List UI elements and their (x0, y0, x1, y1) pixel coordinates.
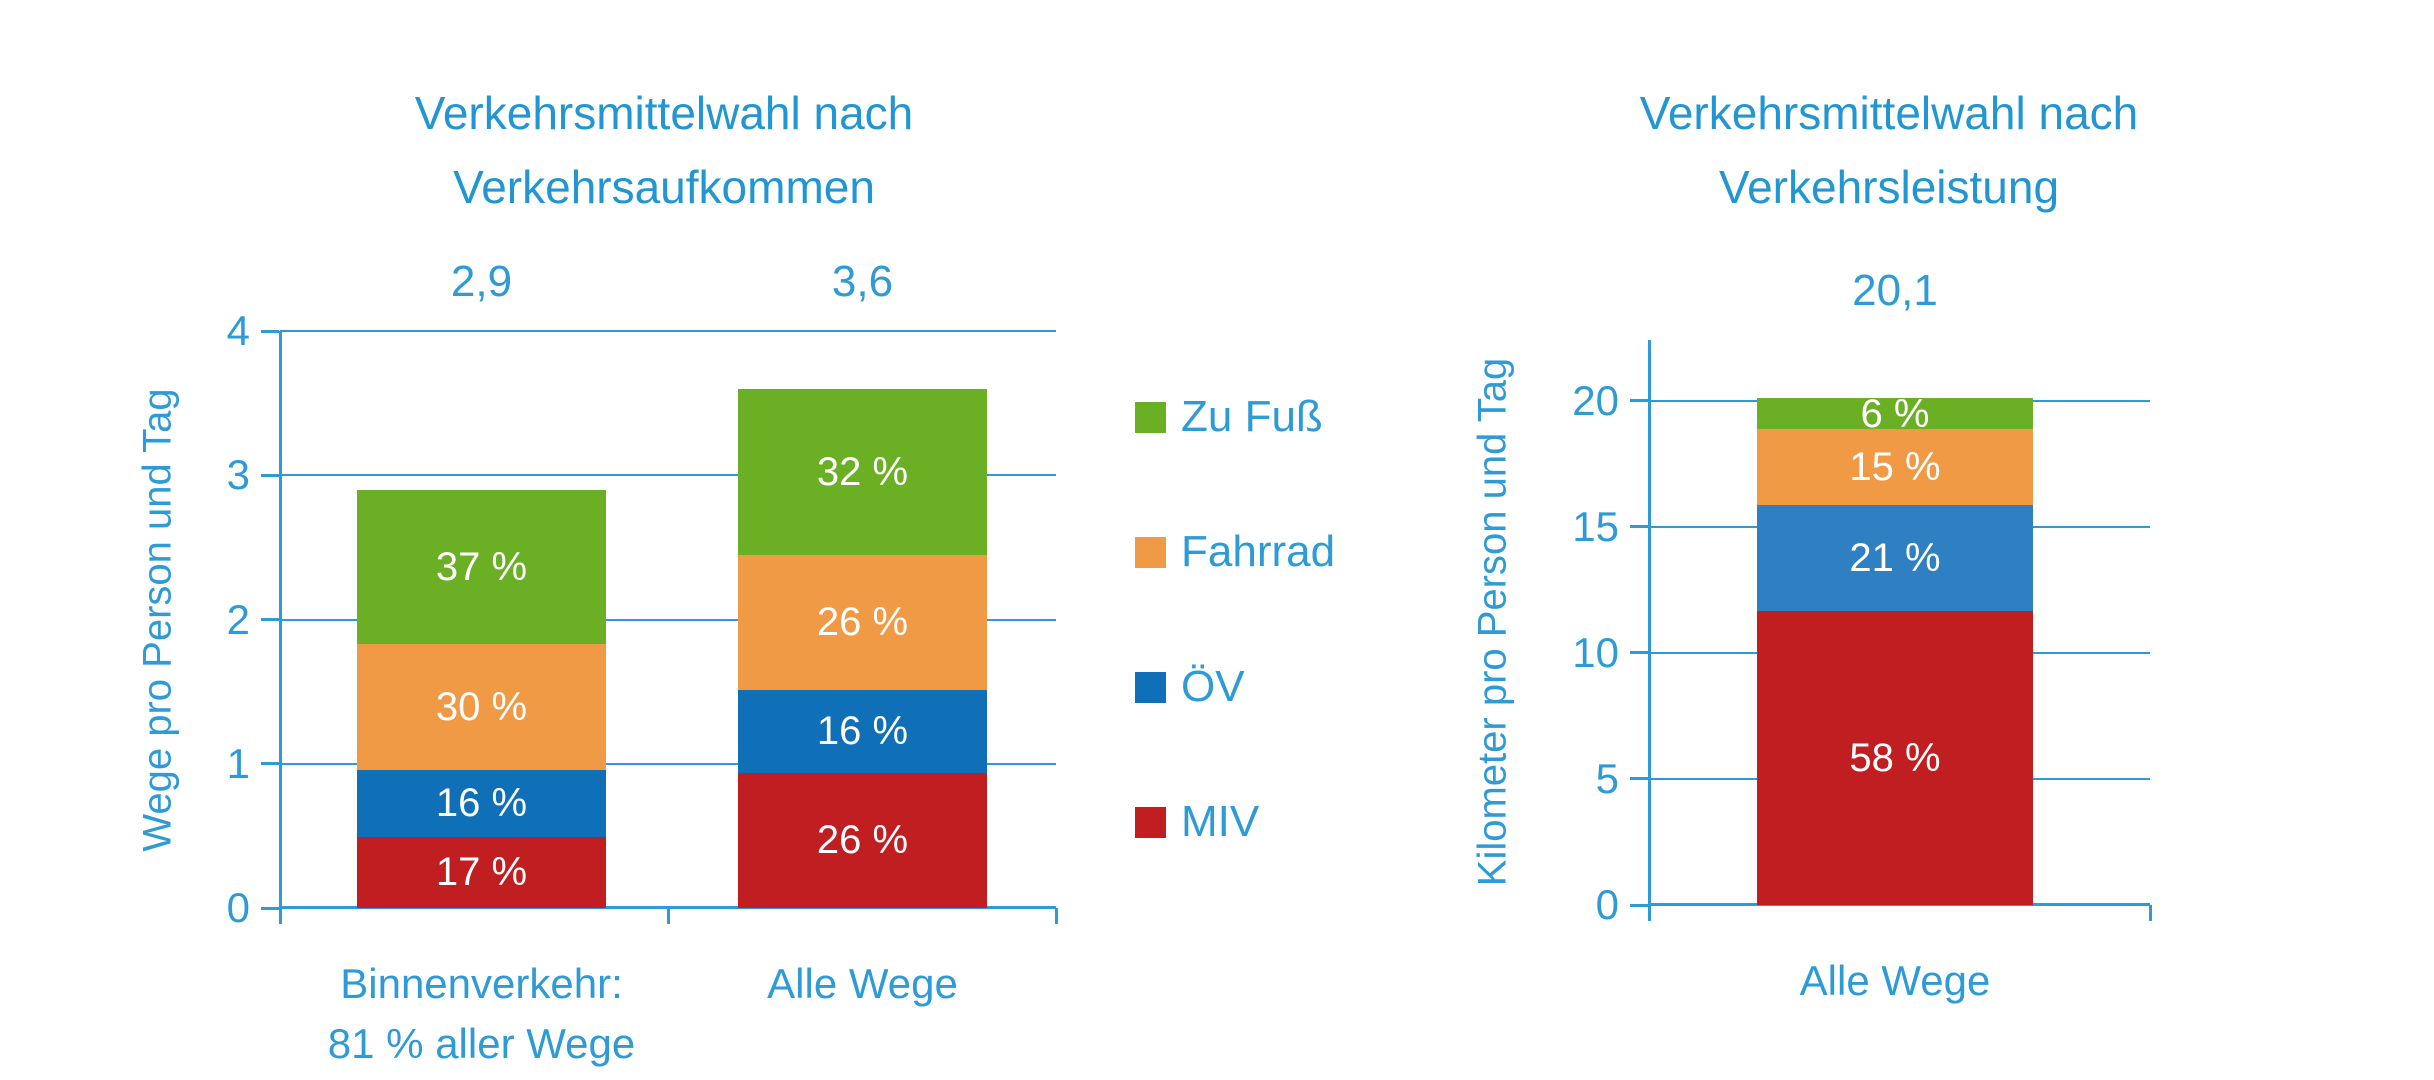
y-axis-line (1648, 340, 1651, 905)
y-tick-mark (1630, 399, 1648, 403)
gridline (280, 330, 1056, 332)
category-label: Alle Wege (658, 954, 1067, 1014)
bar-segment-MIV: 17 % (357, 836, 606, 908)
category-label-line: Alle Wege (1799, 957, 1991, 1004)
x-axis-line (280, 906, 1056, 909)
x-tick-mark (1054, 908, 1058, 924)
plot-area-verkehrsleistung: 0 5 10 15 20 58 % 21 % 15 % 6 % 20,1 Alle Wege (1572, 266, 2152, 1004)
chart-title-line: Verkehrsmittelwahl nach (414, 87, 914, 139)
bar-segment-Zu Fuß: 32 % (738, 388, 987, 555)
gridline (280, 762, 1056, 765)
legend-item-zu-fuss: Zu Fuß (1135, 392, 1335, 441)
bar-segment-ÖV: 16 % (738, 689, 987, 773)
bar-segment-ÖV: 21 % (1757, 504, 2033, 612)
segment-label: 6 % (1860, 391, 1930, 436)
segment-label: 16 % (435, 781, 528, 826)
bar-segment-Zu Fuß: 6 % (1757, 393, 2033, 435)
legend-swatch-zu-fuss (1135, 401, 1166, 433)
y-tick-label: 10 (1572, 628, 1619, 676)
segment-label: 58 % (1849, 736, 1941, 781)
bar-alle-wege: 26 % 16 % 26 % 32 % (738, 388, 987, 908)
segment-label: 15 % (1849, 444, 1941, 489)
segment-label: 26 % (816, 818, 909, 863)
legend-item-oev: ÖV (1135, 662, 1335, 711)
y-tick-mark (1630, 777, 1648, 781)
category-label: Alle Wege (1677, 951, 2113, 1011)
category-label-line: Binnenverkehr: (340, 960, 623, 1007)
y-tick-label: 3 (226, 451, 250, 499)
plot-area-verkehrsaufkommen: 0 1 2 3 4 17 % 16 % 30 % 37 % 2,9 Binnenverkehr: 81… (227, 257, 1058, 1067)
y-tick-label: 4 (226, 307, 250, 354)
chart-title-line: Verkehrsmittelwahl nach (1639, 87, 2139, 139)
y-tick-mark (261, 473, 279, 477)
y-tick-label: 1 (226, 739, 250, 787)
chart-title-line: Verkehrsleistung (1718, 161, 2060, 213)
gridline (280, 474, 1056, 477)
y-tick-mark (1630, 903, 1648, 907)
y-tick-label: 20 (1572, 376, 1619, 424)
bar-segment-MIV: 58 % (1757, 611, 2033, 905)
bar-segment-Fahrrad: 26 % (738, 554, 987, 690)
legend-item-miv: MIV (1135, 797, 1335, 846)
legend-label: Zu Fuß (1181, 392, 1323, 441)
bar-total-label: 2,9 (450, 257, 513, 306)
bar-segment-Fahrrad: 30 % (357, 644, 606, 770)
bar-segment-Zu Fuß: 37 % (357, 489, 606, 645)
segment-label: 16 % (816, 709, 909, 754)
legend-swatch-miv (1135, 806, 1166, 838)
bar-segment-MIV: 26 % (738, 772, 987, 908)
category-label: Binnenverkehr: 81 % aller Wege (277, 954, 686, 1074)
x-tick-mark (666, 908, 670, 924)
legend-item-fahrrad: Fahrrad (1135, 527, 1335, 576)
legend-swatch-fahrrad (1135, 536, 1166, 568)
bar-total-label: 20,1 (1852, 266, 1938, 315)
y-tick-label: 2 (226, 595, 250, 643)
y-tick-label: 0 (1595, 881, 1619, 928)
x-tick-mark (1647, 905, 1651, 921)
y-tick-mark (261, 906, 279, 910)
y-tick-mark (261, 329, 279, 333)
legend: Zu Fuß Fahrrad ÖV MIV (1135, 392, 1335, 941)
x-tick-mark (278, 908, 282, 924)
y-tick-mark (1630, 651, 1648, 655)
bar-alle-wege: 58 % 21 % 15 % 6 % (1757, 393, 2033, 905)
bar-segment-Fahrrad: 15 % (1757, 428, 2033, 505)
y-tick-label: 15 (1572, 502, 1619, 550)
segment-label: 17 % (435, 850, 528, 895)
y-tick-label: 5 (1595, 754, 1619, 802)
legend-label: MIV (1181, 797, 1260, 846)
segment-label: 21 % (1849, 536, 1941, 581)
legend-label: Fahrrad (1181, 527, 1336, 576)
y-tick-label: 0 (226, 884, 250, 931)
legend-label: ÖV (1181, 662, 1245, 711)
gridline (280, 618, 1056, 621)
x-tick-mark (2148, 905, 2152, 921)
y-axis-line (279, 331, 282, 908)
y-axis-title-right: Kilometer pro Person und Tag (1470, 357, 1515, 887)
category-label-line: Alle Wege (767, 960, 958, 1007)
chart-title-verkehrsleistung: Verkehrsmittelwahl nach Verkehrsleistung (1489, 76, 2289, 224)
bar-binnenverkehr-: 17 % 16 % 30 % 37 % (357, 489, 606, 908)
legend-swatch-oev (1135, 671, 1166, 703)
chart-title-line: Verkehrsaufkommen (453, 161, 875, 213)
y-tick-mark (261, 618, 279, 621)
category-label-line: 81 % aller Wege (327, 1020, 636, 1067)
chart-title-verkehrsaufkommen: Verkehrsmittelwahl nach Verkehrsaufkomme… (264, 76, 1064, 224)
bar-segment-ÖV: 16 % (357, 769, 606, 837)
y-tick-mark (1630, 525, 1648, 529)
y-tick-mark (261, 762, 279, 766)
segment-label: 37 % (435, 545, 528, 590)
bar-total-label: 3,6 (831, 257, 894, 306)
segment-label: 26 % (816, 600, 909, 645)
segment-label: 30 % (435, 685, 528, 730)
segment-label: 32 % (816, 449, 909, 494)
